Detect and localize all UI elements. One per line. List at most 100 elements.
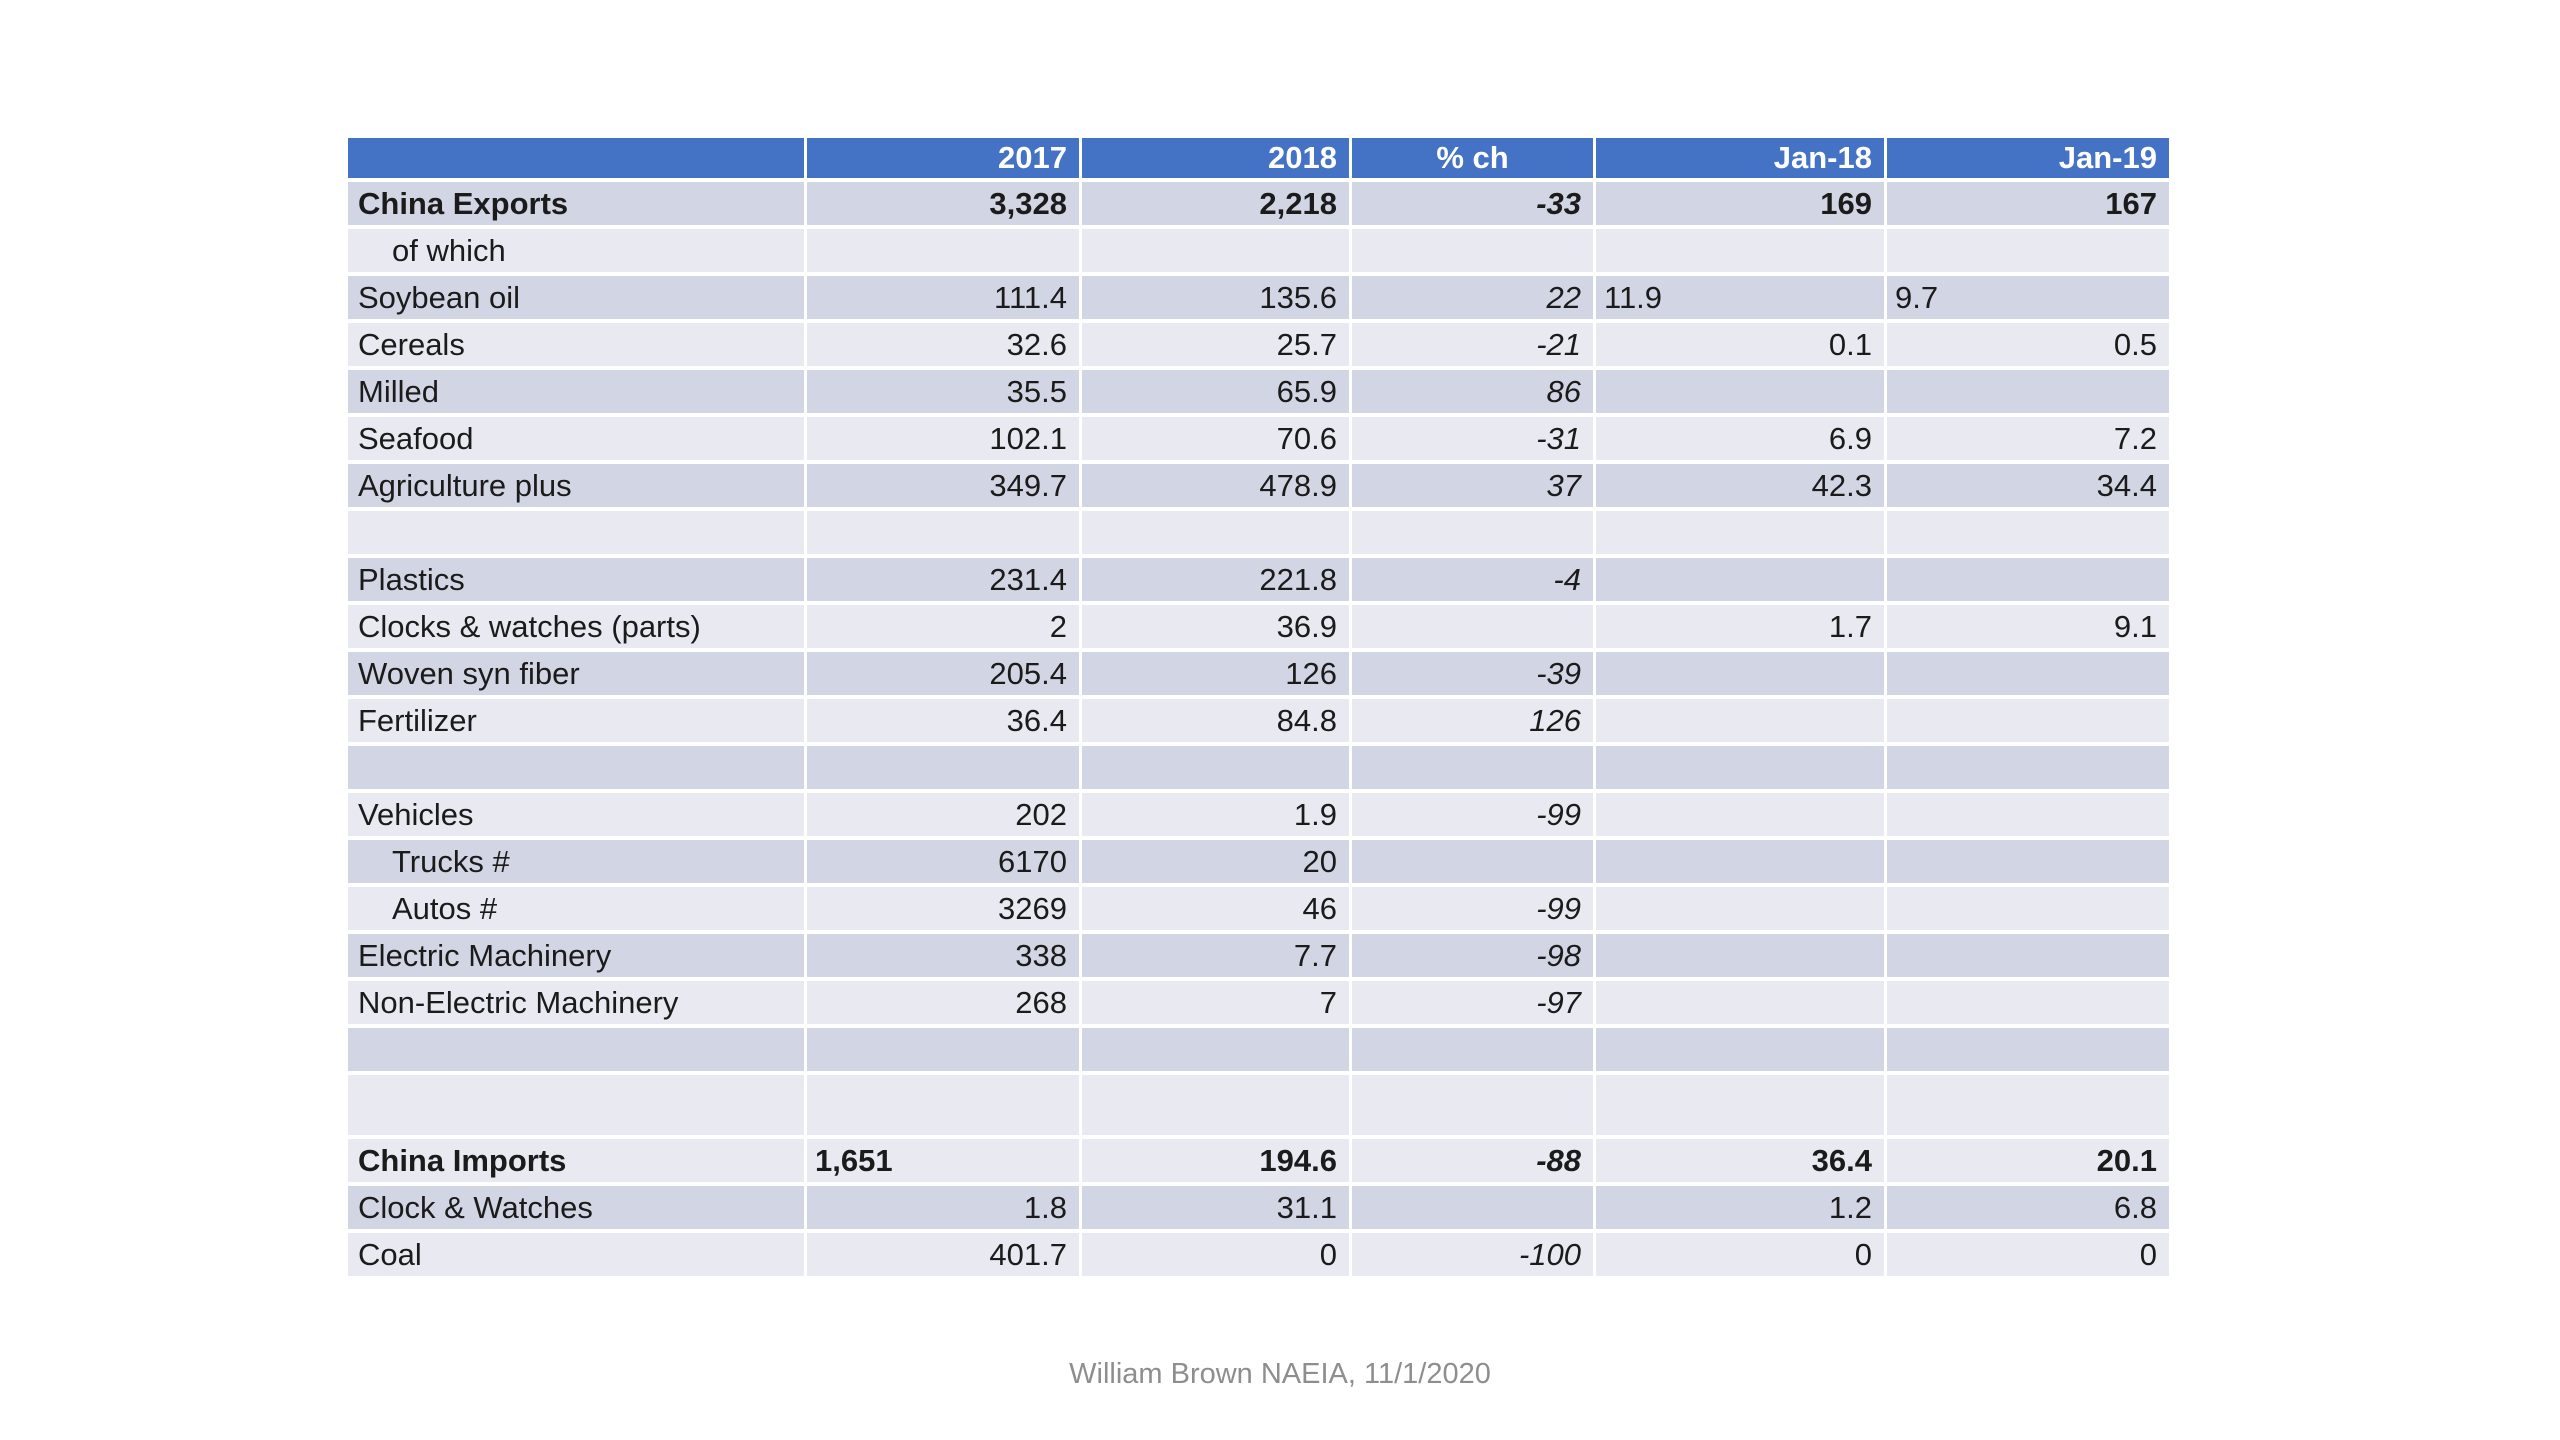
table-row: Woven syn fiber 205.4 126 -39 bbox=[348, 652, 2169, 695]
value-cell-pct-ch: -97 bbox=[1352, 981, 1593, 1024]
row-label: Coal bbox=[348, 1233, 804, 1276]
value-cell-jan-19 bbox=[1887, 652, 2169, 695]
value-cell-2017: 102.1 bbox=[807, 417, 1079, 460]
value-cell-2017: 32.6 bbox=[807, 323, 1079, 366]
value-cell-jan-18 bbox=[1596, 652, 1884, 695]
row-label: China Imports bbox=[348, 1139, 804, 1182]
value-cell-jan-19: 0.5 bbox=[1887, 323, 2169, 366]
value-cell-jan-18 bbox=[1596, 934, 1884, 977]
value-cell-2017: 231.4 bbox=[807, 558, 1079, 601]
value-cell-jan-18 bbox=[1596, 793, 1884, 836]
value-cell-2018: 478.9 bbox=[1082, 464, 1349, 507]
header-cell-2017: 2017 bbox=[807, 138, 1079, 178]
value-cell-2017: 3269 bbox=[807, 887, 1079, 930]
value-cell-2018: 0 bbox=[1082, 1233, 1349, 1276]
value-cell-jan-19 bbox=[1887, 370, 2169, 413]
value-cell-2018: 2,218 bbox=[1082, 182, 1349, 225]
value-cell-jan-18: 1.7 bbox=[1596, 605, 1884, 648]
value-cell-2018 bbox=[1082, 229, 1349, 272]
row-label: Seafood bbox=[348, 417, 804, 460]
value-cell-jan-18: 6.9 bbox=[1596, 417, 1884, 460]
value-cell-2018: 46 bbox=[1082, 887, 1349, 930]
row-label: Clock & Watches bbox=[348, 1186, 804, 1229]
value-cell-jan-19 bbox=[1887, 793, 2169, 836]
value-cell-jan-19 bbox=[1887, 934, 2169, 977]
row-label bbox=[348, 746, 804, 789]
row-label: Autos # bbox=[348, 887, 804, 930]
value-cell-jan-19 bbox=[1887, 1075, 2169, 1135]
table-row: Coal 401.7 0 -100 0 0 bbox=[348, 1233, 2169, 1276]
value-cell-pct-ch: 37 bbox=[1352, 464, 1593, 507]
value-cell-pct-ch: 22 bbox=[1352, 276, 1593, 319]
value-cell-pct-ch: -99 bbox=[1352, 887, 1593, 930]
row-label: Clocks & watches (parts) bbox=[348, 605, 804, 648]
value-cell-2017 bbox=[807, 1075, 1079, 1135]
value-cell-jan-18 bbox=[1596, 229, 1884, 272]
value-cell-jan-18 bbox=[1596, 746, 1884, 789]
table-row: Trucks #6170 20 bbox=[348, 840, 2169, 883]
value-cell-2018: 221.8 bbox=[1082, 558, 1349, 601]
value-cell-jan-19: 7.2 bbox=[1887, 417, 2169, 460]
value-cell-pct-ch: 86 bbox=[1352, 370, 1593, 413]
value-cell-2018: 36.9 bbox=[1082, 605, 1349, 648]
value-cell-jan-18: 36.4 bbox=[1596, 1139, 1884, 1182]
blank-row bbox=[348, 1075, 2169, 1135]
value-cell-jan-19: 9.7 bbox=[1887, 276, 2169, 319]
value-cell-2017 bbox=[807, 511, 1079, 554]
table-row: Clocks & watches (parts) 2 36.9 1.7 9.1 bbox=[348, 605, 2169, 648]
value-cell-pct-ch bbox=[1352, 746, 1593, 789]
value-cell-2018 bbox=[1082, 1075, 1349, 1135]
value-cell-2017: 338 bbox=[807, 934, 1079, 977]
value-cell-pct-ch: -39 bbox=[1352, 652, 1593, 695]
table-row: Vehicles 202 1.9 -99 bbox=[348, 793, 2169, 836]
value-cell-pct-ch bbox=[1352, 605, 1593, 648]
header-cell-jan-18: Jan-18 bbox=[1596, 138, 1884, 178]
value-cell-jan-18 bbox=[1596, 887, 1884, 930]
blank-row bbox=[348, 746, 2169, 789]
header-cell-pct-ch: % ch bbox=[1352, 138, 1593, 178]
value-cell-2017: 401.7 bbox=[807, 1233, 1079, 1276]
value-cell-2017 bbox=[807, 1028, 1079, 1071]
value-cell-jan-19 bbox=[1887, 699, 2169, 742]
value-cell-jan-18: 42.3 bbox=[1596, 464, 1884, 507]
table-row: Plastics 231.4 221.8 -4 bbox=[348, 558, 2169, 601]
value-cell-pct-ch bbox=[1352, 840, 1593, 883]
value-cell-pct-ch: -99 bbox=[1352, 793, 1593, 836]
value-cell-2018: 7.7 bbox=[1082, 934, 1349, 977]
value-cell-pct-ch: -100 bbox=[1352, 1233, 1593, 1276]
value-cell-pct-ch bbox=[1352, 1028, 1593, 1071]
table-row: Clock & Watches 1.8 31.1 1.2 6.8 bbox=[348, 1186, 2169, 1229]
value-cell-pct-ch bbox=[1352, 1075, 1593, 1135]
value-cell-pct-ch bbox=[1352, 1186, 1593, 1229]
table-row: China Exports 3,328 2,218 -33 169 167 bbox=[348, 182, 2169, 225]
value-cell-2018: 135.6 bbox=[1082, 276, 1349, 319]
value-cell-pct-ch: 126 bbox=[1352, 699, 1593, 742]
value-cell-2018: 126 bbox=[1082, 652, 1349, 695]
value-cell-2018: 65.9 bbox=[1082, 370, 1349, 413]
value-cell-jan-18: 169 bbox=[1596, 182, 1884, 225]
value-cell-2017: 202 bbox=[807, 793, 1079, 836]
row-label: Woven syn fiber bbox=[348, 652, 804, 695]
value-cell-jan-18: 11.9 bbox=[1596, 276, 1884, 319]
value-cell-jan-19 bbox=[1887, 1028, 2169, 1071]
value-cell-2017 bbox=[807, 229, 1079, 272]
value-cell-jan-18 bbox=[1596, 1028, 1884, 1071]
row-label: Soybean oil bbox=[348, 276, 804, 319]
header-cell-jan-19: Jan-19 bbox=[1887, 138, 2169, 178]
value-cell-2018: 25.7 bbox=[1082, 323, 1349, 366]
table-row: Electric Machinery 338 7.7 -98 bbox=[348, 934, 2169, 977]
value-cell-2018: 84.8 bbox=[1082, 699, 1349, 742]
row-label bbox=[348, 1075, 804, 1135]
value-cell-jan-19 bbox=[1887, 887, 2169, 930]
value-cell-2018 bbox=[1082, 746, 1349, 789]
value-cell-jan-18: 0.1 bbox=[1596, 323, 1884, 366]
value-cell-pct-ch: -98 bbox=[1352, 934, 1593, 977]
table-row: Milled 35.5 65.9 86 bbox=[348, 370, 2169, 413]
value-cell-2017: 1,651 bbox=[807, 1139, 1079, 1182]
table-row: Soybean oil 111.4 135.6 22 11.9 9.7 bbox=[348, 276, 2169, 319]
value-cell-2017: 205.4 bbox=[807, 652, 1079, 695]
row-label: Non-Electric Machinery bbox=[348, 981, 804, 1024]
value-cell-pct-ch: -88 bbox=[1352, 1139, 1593, 1182]
table-row: Seafood 102.1 70.6 -31 6.9 7.2 bbox=[348, 417, 2169, 460]
